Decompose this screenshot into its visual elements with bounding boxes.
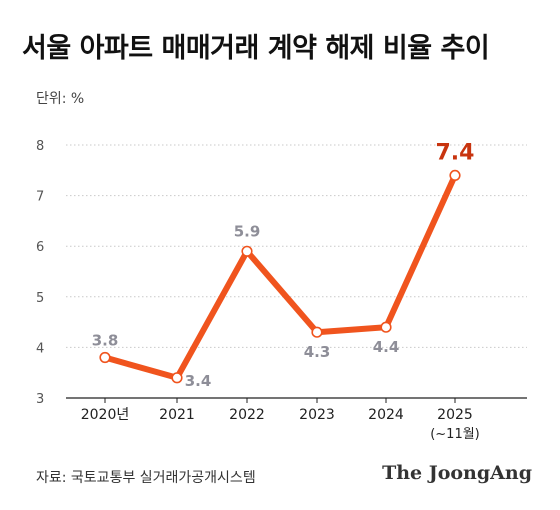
series-line [102,172,458,381]
data-label: 3.8 [92,332,119,350]
y-tick-label: 8 [36,139,44,154]
data-point [241,245,253,257]
data-point [171,372,183,384]
data-point [99,351,111,364]
data-label: 3.4 [185,372,212,390]
data-label: 5.9 [234,222,261,240]
x-tick-label: 2022 [229,407,265,423]
x-tick-sublabel: (~11월) [430,427,480,442]
x-tick-label: 2025 [437,407,473,423]
data-label: 4.4 [373,338,400,356]
x-tick-label: 2024 [368,407,404,423]
data-point [311,326,323,338]
source-note: 자료: 국토교통부 실거래가공개시스템 [36,470,256,486]
unit-label: 단위: % [36,91,85,107]
y-tick-label: 4 [36,341,44,356]
data-label: 4.3 [304,343,331,361]
y-tick-label: 6 [36,240,44,255]
y-tick-label: 7 [36,190,44,205]
y-tick-label: 5 [36,291,44,306]
x-tick-label: 2021 [159,407,195,423]
y-tick-label: 3 [36,392,44,407]
chart-title: 서울 아파트 매매거래 계약 해제 비율 추이 [22,33,490,64]
data-point [449,169,461,181]
x-tick-label: 2023 [299,407,335,423]
data-label: 7.4 [436,140,475,165]
publisher-logo: The JoongAng [382,462,532,484]
data-point [380,321,392,333]
x-tick-label: 2020년 [81,407,130,423]
